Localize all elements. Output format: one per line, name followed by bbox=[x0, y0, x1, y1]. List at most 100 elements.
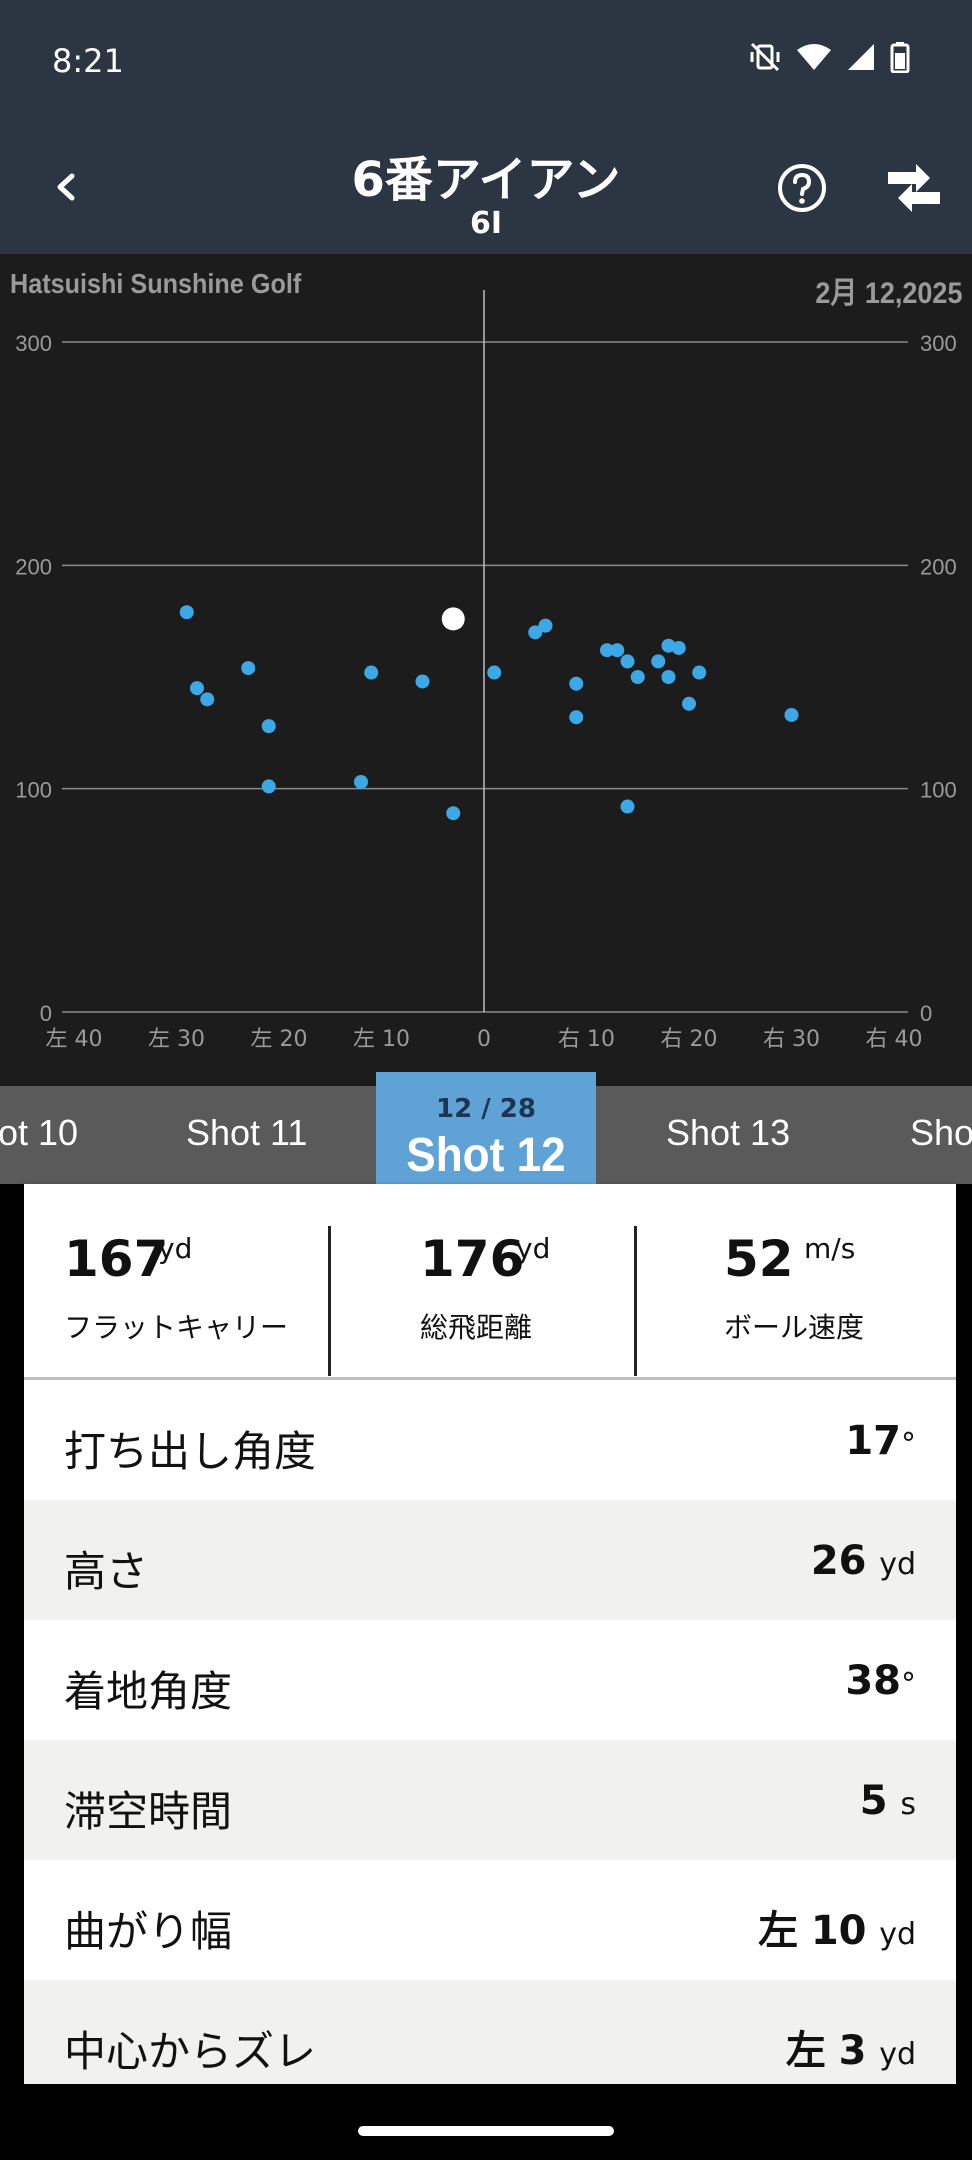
total-unit: yd bbox=[516, 1232, 551, 1265]
ball-speed-unit: m/s bbox=[804, 1232, 856, 1265]
y-tick-label: 100 bbox=[920, 778, 957, 803]
x-tick-label: 左 40 bbox=[46, 1027, 103, 1052]
shot-stats-card: 167 yd フラットキャリー 176 yd 総飛距離 52 m/s ボール速度… bbox=[24, 1184, 956, 2084]
shot-point bbox=[415, 674, 430, 689]
divider bbox=[328, 1226, 331, 1376]
carry-label: フラットキャリー bbox=[64, 1311, 289, 1344]
metric-row-height: 高さ 26 yd bbox=[24, 1500, 956, 1620]
y-tick-label: 200 bbox=[920, 554, 957, 579]
shot-point bbox=[190, 681, 204, 696]
x-tick-label: 右 40 bbox=[866, 1027, 923, 1052]
x-tick-label: 左 30 bbox=[148, 1027, 205, 1052]
page-title: 6番アイアン bbox=[351, 152, 621, 208]
ball-speed-value: 52 bbox=[724, 1230, 794, 1288]
club-code: 6I bbox=[469, 206, 503, 241]
shot-point bbox=[630, 670, 645, 684]
x-tick-label: 右 10 bbox=[558, 1027, 615, 1052]
summary-ball-speed: 52 m/s ボール速度 bbox=[636, 1184, 956, 1380]
metric-label: 打ち出し角度 bbox=[64, 1427, 317, 1476]
metric-row-offline: 中心からズレ 左 3 yd bbox=[24, 1980, 956, 2084]
shot-point bbox=[528, 625, 543, 640]
shot-point bbox=[179, 605, 194, 620]
metric-row-landing-angle: 着地角度 38° bbox=[24, 1620, 956, 1740]
selected-shot-point bbox=[441, 607, 465, 631]
shot-point bbox=[692, 665, 707, 680]
tab-shot-10[interactable]: ot 10 bbox=[0, 1112, 79, 1153]
metric-value: 17° bbox=[845, 1418, 916, 1464]
carry-unit: yd bbox=[158, 1232, 193, 1265]
shot-point bbox=[610, 643, 625, 658]
shot-point bbox=[241, 661, 256, 676]
tab-shot-12-active[interactable]: 12 / 28 Shot 12 bbox=[376, 1072, 596, 1208]
wifi-icon bbox=[797, 44, 831, 70]
y-tick-label: 200 bbox=[15, 554, 52, 579]
help-icon[interactable] bbox=[776, 162, 828, 214]
x-tick-label: 右 30 bbox=[763, 1027, 820, 1052]
y-tick-label: 300 bbox=[15, 331, 52, 356]
tab-shot-14[interactable]: Sho bbox=[910, 1112, 972, 1153]
metric-row-launch-angle: 打ち出し角度 17° bbox=[24, 1380, 956, 1500]
status-time: 8:21 bbox=[52, 42, 124, 80]
metric-label: 滞空時間 bbox=[64, 1787, 233, 1836]
shot-point bbox=[261, 719, 276, 734]
shot-point bbox=[200, 692, 215, 707]
ball-speed-label: ボール速度 bbox=[724, 1311, 865, 1344]
back-arrow-icon[interactable] bbox=[46, 162, 86, 212]
tab-shot-11[interactable]: Shot 11 bbox=[186, 1112, 308, 1153]
shot-point bbox=[600, 643, 614, 658]
metric-value: 26 yd bbox=[810, 1538, 916, 1584]
shot-point bbox=[620, 799, 635, 814]
signal-icon bbox=[848, 44, 874, 70]
y-tick-label: 100 bbox=[15, 778, 52, 803]
y-tick-label: 0 bbox=[40, 1001, 52, 1026]
summary-total: 176 yd 総飛距離 bbox=[330, 1184, 636, 1380]
metric-label: 高さ bbox=[64, 1547, 149, 1596]
shot-point bbox=[364, 665, 379, 680]
switch-view-icon[interactable] bbox=[886, 162, 942, 214]
status-bar: 8:21 bbox=[0, 0, 972, 120]
metric-row-curve: 曲がり幅 左 10 yd bbox=[24, 1860, 956, 1980]
total-label: 総飛距離 bbox=[420, 1311, 533, 1344]
shot-dispersion-chart: 0 0 100 100 200 200 300 300 左 40 左 30 左 20 左 10 0 右 1… bbox=[0, 254, 972, 1086]
shot-point bbox=[784, 707, 799, 722]
total-value: 176 bbox=[420, 1230, 525, 1288]
carry-value: 167 bbox=[64, 1230, 169, 1288]
summary-carry: 167 yd フラットキャリー bbox=[24, 1184, 330, 1380]
system-nav-bar bbox=[0, 2102, 972, 2160]
shot-point bbox=[487, 665, 502, 680]
metric-value: 38° bbox=[845, 1658, 916, 1704]
shot-counter: 12 / 28 bbox=[436, 1094, 536, 1124]
metric-label: 中心からズレ bbox=[64, 2027, 317, 2076]
shot-point bbox=[682, 696, 696, 711]
divider bbox=[634, 1226, 637, 1376]
shot-point bbox=[446, 806, 461, 821]
y-tick-label: 300 bbox=[920, 331, 957, 356]
x-tick-label: 右 20 bbox=[661, 1027, 718, 1052]
shot-point bbox=[354, 774, 368, 789]
app-bar: 6番アイアン 6I bbox=[0, 120, 972, 254]
round-date: 2月 12,2025 bbox=[814, 277, 962, 310]
summary-row: 167 yd フラットキャリー 176 yd 総飛距離 52 m/s ボール速度 bbox=[24, 1184, 956, 1380]
metric-label: 着地角度 bbox=[64, 1667, 233, 1716]
shot-point bbox=[651, 654, 666, 669]
x-tick-label: 0 bbox=[477, 1027, 491, 1052]
course-name: Hatsuishi Sunshine Golf bbox=[10, 268, 302, 299]
shot-point bbox=[538, 618, 553, 633]
metric-row-hang-time: 滞空時間 5 s bbox=[24, 1740, 956, 1860]
battery-icon bbox=[890, 42, 910, 73]
home-gesture-handle[interactable] bbox=[358, 2126, 614, 2136]
status-icons bbox=[748, 40, 910, 74]
active-shot-label: Shot 12 bbox=[406, 1129, 566, 1182]
scatter-plot: 0 0 100 100 200 200 300 300 左 40 左 30 左 20 左 10 0 右 1… bbox=[15, 290, 957, 1052]
shot-point bbox=[620, 654, 635, 669]
x-tick-label: 左 10 bbox=[353, 1027, 410, 1052]
x-tick-label: 左 20 bbox=[251, 1027, 308, 1052]
shot-point bbox=[671, 640, 686, 655]
shot-point bbox=[661, 670, 676, 684]
metric-value: 5 s bbox=[859, 1778, 916, 1824]
tab-shot-13[interactable]: Shot 13 bbox=[666, 1112, 791, 1153]
vibrate-off-icon bbox=[750, 42, 780, 72]
shot-point bbox=[569, 710, 584, 725]
active-tab-shape bbox=[376, 1072, 596, 1208]
metric-value: 左 3 yd bbox=[785, 2028, 916, 2074]
